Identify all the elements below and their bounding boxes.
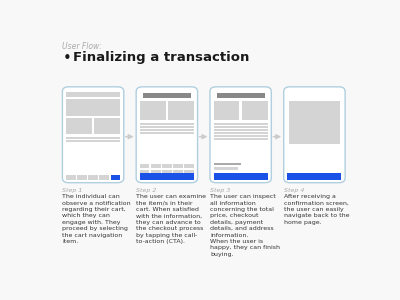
- Bar: [140, 101, 166, 120]
- Bar: [168, 101, 194, 120]
- Bar: [184, 164, 194, 168]
- Bar: [151, 164, 160, 168]
- Bar: [184, 170, 194, 175]
- Text: User Flow:: User Flow:: [62, 42, 102, 51]
- Bar: [289, 101, 340, 144]
- FancyBboxPatch shape: [210, 87, 271, 183]
- Bar: [66, 118, 92, 134]
- Bar: [214, 167, 238, 170]
- Bar: [110, 175, 120, 180]
- Bar: [140, 170, 150, 175]
- Bar: [217, 93, 264, 98]
- Bar: [66, 99, 120, 116]
- FancyBboxPatch shape: [62, 87, 124, 183]
- Text: The user can inspect
all information
concerning the total
price, checkout
detail: The user can inspect all information con…: [210, 194, 280, 257]
- FancyBboxPatch shape: [136, 87, 198, 183]
- Bar: [66, 137, 120, 139]
- Text: Step 2: Step 2: [136, 188, 156, 194]
- Bar: [100, 175, 109, 180]
- Bar: [110, 175, 120, 180]
- Bar: [140, 132, 194, 134]
- Bar: [214, 135, 268, 137]
- Bar: [140, 126, 194, 128]
- Bar: [140, 129, 194, 131]
- Bar: [214, 132, 268, 134]
- Bar: [140, 164, 150, 168]
- Bar: [214, 101, 240, 120]
- Bar: [214, 126, 268, 128]
- Bar: [66, 175, 76, 180]
- Bar: [66, 92, 120, 97]
- Text: The individual can
observe a notification
regarding their cart,
which they can
e: The individual can observe a notificatio…: [62, 194, 131, 244]
- Bar: [214, 173, 268, 180]
- Bar: [214, 163, 241, 165]
- FancyBboxPatch shape: [284, 87, 345, 183]
- Bar: [143, 93, 191, 98]
- Bar: [140, 173, 194, 180]
- Text: Step 3: Step 3: [210, 188, 230, 194]
- Bar: [140, 123, 194, 125]
- Text: After receiving a
confirmation screen,
the user can easily
navigate back to the
: After receiving a confirmation screen, t…: [284, 194, 349, 225]
- Bar: [151, 170, 160, 175]
- Bar: [214, 129, 268, 131]
- Bar: [242, 101, 268, 120]
- Bar: [214, 123, 268, 125]
- Bar: [88, 175, 98, 180]
- Text: Step 4: Step 4: [284, 188, 304, 194]
- Bar: [288, 173, 342, 180]
- Bar: [173, 170, 183, 175]
- Text: Finalizing a transaction: Finalizing a transaction: [73, 51, 250, 64]
- Text: •: •: [62, 51, 71, 66]
- Text: The user can examine
the item/s in their
cart. When satisfied
with the informati: The user can examine the item/s in their…: [136, 194, 206, 244]
- Bar: [214, 138, 268, 140]
- Bar: [173, 164, 183, 168]
- Bar: [162, 170, 172, 175]
- Bar: [66, 140, 120, 142]
- Bar: [77, 175, 87, 180]
- Bar: [162, 164, 172, 168]
- Bar: [94, 118, 120, 134]
- Text: Step 1: Step 1: [62, 188, 83, 194]
